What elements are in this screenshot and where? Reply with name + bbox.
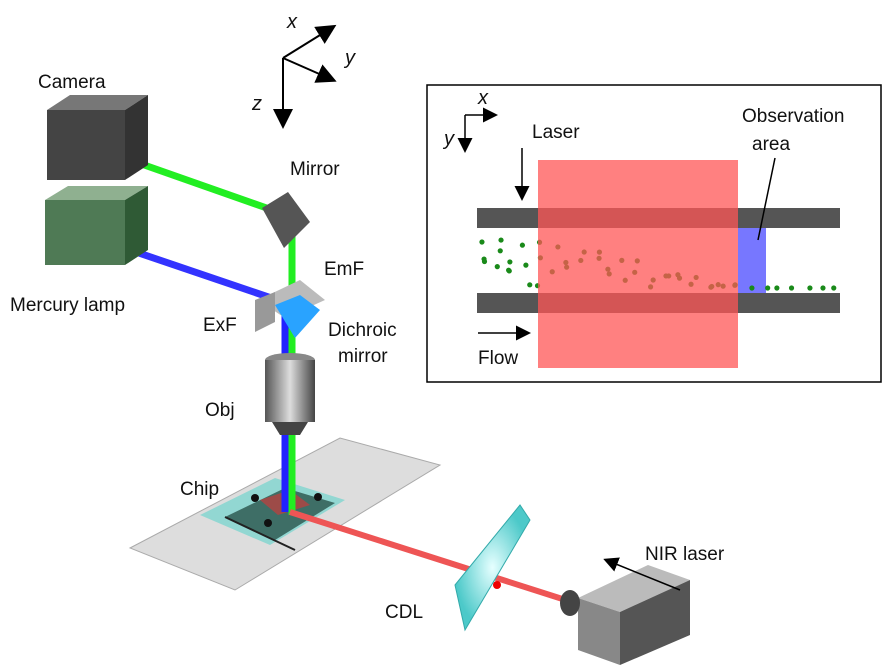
particle — [479, 239, 485, 245]
label: Flow — [478, 348, 518, 369]
axis-x: x — [286, 11, 298, 33]
inset-axis-y: y — [442, 128, 455, 150]
inset: x y Laser Observation area Flow — [426, 84, 882, 383]
particle — [749, 285, 755, 291]
label: mirror — [338, 346, 388, 367]
observation-area — [738, 228, 766, 293]
laser-region — [538, 160, 738, 368]
nir-laser — [578, 598, 620, 665]
label: ExF — [203, 315, 237, 336]
dichroic-mirror — [275, 295, 320, 338]
axis-z: z — [251, 93, 262, 115]
label: EmF — [324, 259, 364, 280]
particle — [506, 268, 512, 274]
emission-beam — [128, 156, 280, 216]
particle — [498, 237, 504, 243]
particle — [765, 285, 771, 291]
label: Laser — [532, 122, 580, 143]
particle — [527, 282, 533, 288]
mercury-lamp — [45, 200, 125, 265]
label: Observation — [742, 106, 844, 127]
camera — [47, 110, 125, 180]
particle — [774, 285, 780, 291]
label: Chip — [180, 479, 219, 500]
particle — [831, 285, 837, 291]
exf — [255, 292, 275, 332]
particle — [788, 285, 795, 291]
particle — [807, 285, 813, 291]
label: Dichroic — [328, 320, 397, 341]
objective — [265, 360, 315, 422]
particle — [481, 256, 487, 262]
label: Obj — [205, 400, 235, 421]
label: Mirror — [290, 159, 340, 180]
particle — [497, 248, 503, 254]
excitation-beam — [128, 246, 288, 307]
label: CDL — [385, 602, 423, 623]
particle — [519, 242, 526, 248]
label: NIR laser — [645, 544, 725, 565]
label: Camera — [38, 72, 106, 93]
mirror — [262, 192, 310, 248]
main-setup: x y z Camera Mirror EmF Mercury lamp ExF… — [10, 11, 725, 665]
particle — [820, 285, 826, 291]
particle — [523, 262, 529, 268]
nir-beam — [289, 509, 576, 606]
axes — [273, 24, 337, 129]
cdl — [454, 504, 531, 632]
label: area — [752, 134, 790, 155]
particle — [494, 264, 500, 270]
inset-axis-x: x — [477, 87, 489, 109]
label: Mercury lamp — [10, 295, 125, 316]
axis-y: y — [343, 47, 356, 69]
particle — [507, 259, 513, 265]
